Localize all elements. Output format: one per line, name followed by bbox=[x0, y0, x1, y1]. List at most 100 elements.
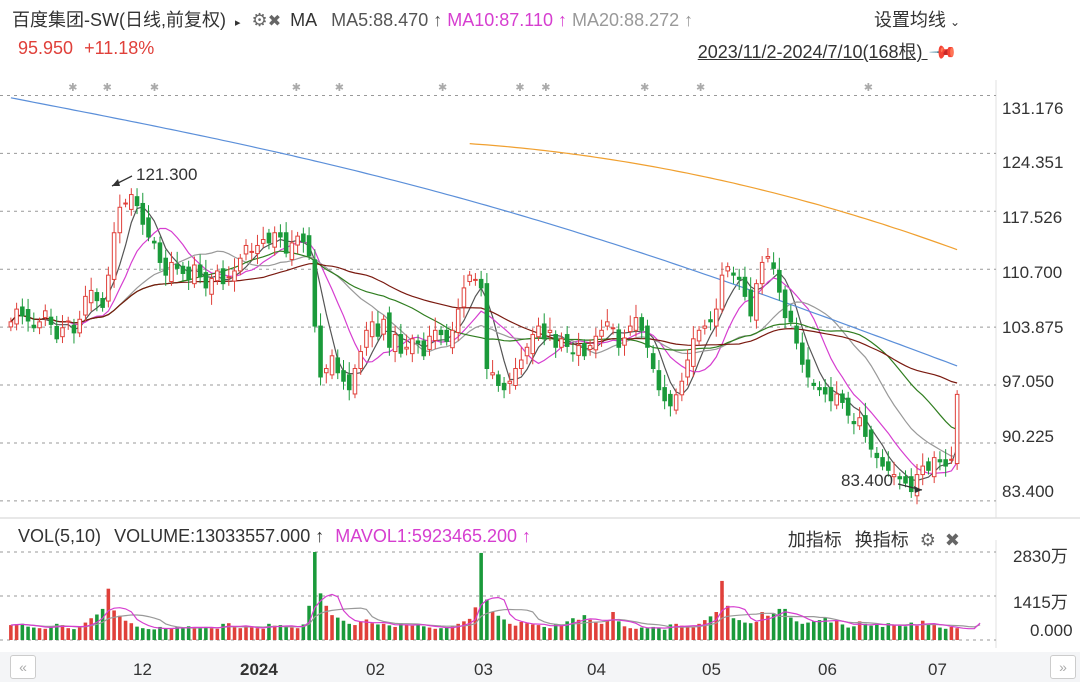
candle-body bbox=[822, 387, 828, 395]
ma-label: MA bbox=[290, 10, 317, 30]
candle-body bbox=[186, 266, 191, 280]
volume-bar bbox=[387, 625, 392, 640]
candle-body bbox=[507, 380, 513, 384]
volume-bar bbox=[714, 612, 719, 640]
date-range[interactable]: 2023/11/2-2024/7/10(168根) 📌 bbox=[698, 37, 958, 67]
volume-bar bbox=[341, 620, 346, 640]
ma20-value: MA20:88.272 bbox=[572, 10, 680, 30]
settings-ma-label: 设置均线 bbox=[873, 10, 946, 30]
chevron-down-icon: ⌄ bbox=[949, 15, 960, 29]
volume-bar bbox=[536, 625, 541, 640]
volume-bar bbox=[26, 626, 30, 640]
volume-bar bbox=[852, 626, 856, 640]
candle-body bbox=[438, 329, 444, 336]
settings-ma-button[interactable]: 设置均线 ⌄ bbox=[874, 6, 960, 32]
volume-bar bbox=[622, 626, 627, 640]
candle-body bbox=[478, 278, 484, 289]
candle-body bbox=[679, 380, 685, 396]
volume-bar bbox=[697, 623, 701, 640]
candle-body bbox=[725, 266, 731, 272]
candle-body bbox=[192, 264, 197, 285]
volume-bar bbox=[422, 626, 426, 640]
candle-body bbox=[352, 368, 358, 395]
volume-bar bbox=[674, 623, 678, 640]
volume-bar bbox=[863, 623, 868, 640]
volume-bar bbox=[232, 627, 237, 640]
x-tick-label: 06 bbox=[818, 660, 837, 679]
y-tick-label: 83.400 bbox=[1002, 482, 1054, 501]
close-circle-icon[interactable]: ✖ bbox=[944, 530, 960, 550]
volume-bar bbox=[731, 618, 736, 640]
volume-bar bbox=[227, 623, 231, 640]
volume-bar bbox=[680, 625, 684, 640]
ma20-line bbox=[10, 250, 958, 457]
volume-bar bbox=[261, 628, 265, 640]
candle-body bbox=[582, 342, 587, 357]
low-annotation: 83.400 bbox=[841, 471, 893, 490]
volume-bar bbox=[118, 615, 122, 640]
y-tick-label: 97.050 bbox=[1002, 372, 1054, 391]
candle-body bbox=[645, 325, 650, 348]
close-circle-icon[interactable]: ✖ bbox=[267, 13, 282, 30]
volume-bar bbox=[301, 624, 306, 640]
volume-bar bbox=[20, 623, 25, 640]
gear-icon[interactable]: ⚙ bbox=[251, 10, 268, 30]
volume-header: VOL(5,10) VOLUME:13033557.000 ↑ MAVOL1:5… bbox=[18, 526, 531, 547]
candle-body bbox=[570, 352, 576, 355]
y-tick-label: 124.351 bbox=[1002, 153, 1064, 172]
candle-body bbox=[266, 232, 272, 244]
candle-body bbox=[937, 459, 943, 463]
x-tick-label: 2024 bbox=[240, 660, 278, 679]
volume-bar bbox=[112, 610, 116, 640]
volume-bar bbox=[800, 623, 805, 640]
candle-body bbox=[943, 459, 948, 467]
candle-body bbox=[834, 393, 839, 406]
volume-bar bbox=[817, 620, 822, 640]
switch-indicator-button[interactable]: 换指标 bbox=[854, 530, 909, 550]
mavol1-up-arrow-icon: ↑ bbox=[517, 526, 532, 546]
candle-body bbox=[88, 289, 94, 304]
volume-bar bbox=[72, 629, 76, 640]
expand-arrow-icon[interactable]: ▸ bbox=[235, 17, 241, 29]
x-axis-bar bbox=[0, 652, 1080, 682]
candle-body bbox=[306, 235, 312, 257]
low-arrow-head bbox=[914, 486, 922, 493]
volume-bar bbox=[685, 626, 690, 640]
candle-body bbox=[48, 316, 54, 325]
x-tick-label: 04 bbox=[587, 660, 606, 679]
event-marker-icon: ✱ bbox=[640, 82, 649, 94]
volume-bar bbox=[14, 624, 19, 640]
volume-bar bbox=[450, 626, 455, 640]
scroll-left-button[interactable]: « bbox=[10, 655, 36, 679]
candle-body bbox=[731, 272, 736, 276]
volume-bar bbox=[393, 626, 397, 640]
volume-bar bbox=[559, 625, 564, 640]
candle-body bbox=[20, 306, 25, 317]
volume-bar bbox=[129, 623, 134, 640]
volume-bar bbox=[777, 608, 782, 640]
volume-bar bbox=[565, 621, 569, 640]
volume-bar bbox=[657, 628, 661, 640]
volume-bar bbox=[628, 628, 633, 640]
candle-body bbox=[593, 335, 599, 351]
candle-body bbox=[432, 329, 438, 342]
add-indicator-button[interactable]: 加指标 bbox=[787, 530, 842, 550]
candle-body bbox=[908, 476, 914, 493]
volume-bar bbox=[783, 608, 787, 640]
x-tick-label: 12 bbox=[133, 660, 152, 679]
scroll-right-button[interactable]: » bbox=[1050, 655, 1076, 679]
candle-body bbox=[662, 387, 667, 402]
volume-bar bbox=[892, 625, 896, 640]
volume-bar bbox=[198, 627, 202, 640]
mavol1-line bbox=[10, 593, 981, 630]
candle-body bbox=[220, 268, 226, 285]
candle-body bbox=[421, 340, 427, 357]
volume-bar bbox=[318, 593, 323, 640]
candle-body bbox=[926, 461, 931, 471]
volume-bar bbox=[330, 615, 334, 640]
gear-icon[interactable]: ⚙ bbox=[919, 530, 936, 550]
volume-bar bbox=[169, 628, 174, 640]
volume-bar bbox=[490, 612, 495, 640]
candle-body bbox=[232, 270, 237, 282]
